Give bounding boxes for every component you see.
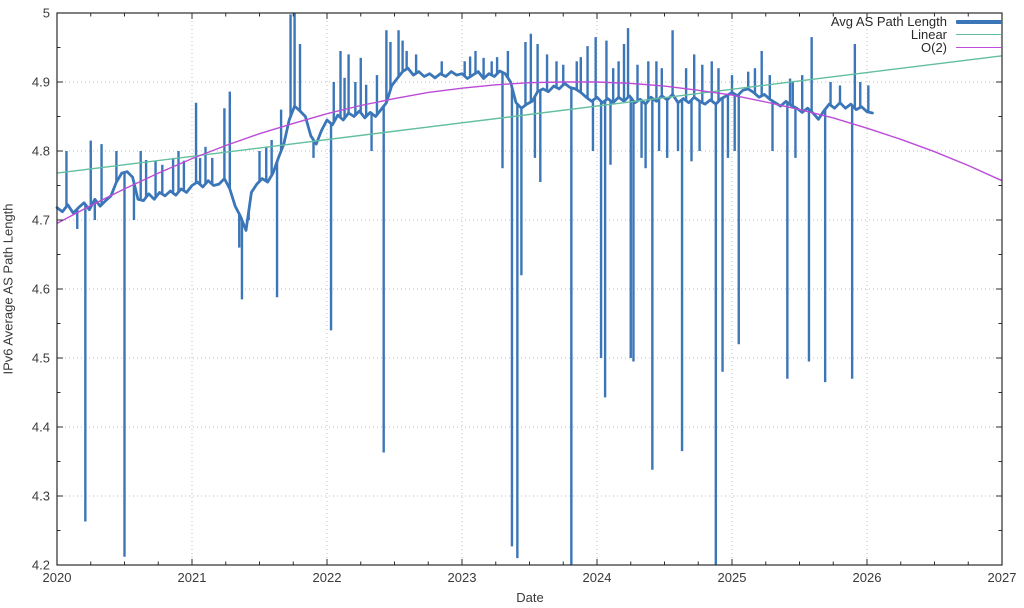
series-o2 — [56, 81, 1003, 225]
x-tick-label: 2020 — [43, 570, 72, 585]
legend-label: Linear — [910, 27, 947, 42]
x-tick-label: 2027 — [988, 570, 1017, 585]
series-linear — [56, 55, 1003, 174]
legend-entry: Linear — [831, 27, 1002, 42]
y-tick-label: 4.7 — [32, 213, 50, 228]
series-avg-as-path-length — [55, 66, 874, 232]
y-tick-label: 5 — [43, 6, 50, 21]
x-tick-label: 2023 — [448, 570, 477, 585]
legend-line-sample — [956, 19, 1002, 24]
y-tick-label: 4.8 — [32, 144, 50, 159]
y-tick-label: 4.2 — [32, 558, 50, 573]
y-tick-label: 4.4 — [32, 420, 50, 435]
legend-line-sample — [956, 46, 1002, 49]
legend-label: O(2) — [921, 40, 947, 55]
x-tick-label: 2025 — [718, 570, 747, 585]
legend-entry: O(2) — [831, 40, 1002, 55]
y-tick-label: 4.6 — [32, 282, 50, 297]
x-tick-label: 2021 — [178, 570, 207, 585]
legend-label: Avg AS Path Length — [830, 14, 947, 29]
legend-line-sample — [956, 33, 1002, 36]
x-axis-label: Date — [516, 590, 544, 605]
x-tick-label: 2022 — [313, 570, 342, 585]
y-axis-label: IPv6 Average AS Path Length — [0, 203, 16, 375]
legend: Avg AS Path Length Linear O(2) — [830, 14, 1002, 55]
x-tick-label: 2024 — [583, 570, 612, 585]
y-tick-label: 4.5 — [32, 351, 50, 366]
x-tick-label: 2026 — [853, 570, 882, 585]
y-tick-label: 4.9 — [32, 75, 50, 90]
legend-entry: Avg AS Path Length — [830, 14, 1002, 29]
y-tick-label: 4.3 — [32, 489, 50, 504]
